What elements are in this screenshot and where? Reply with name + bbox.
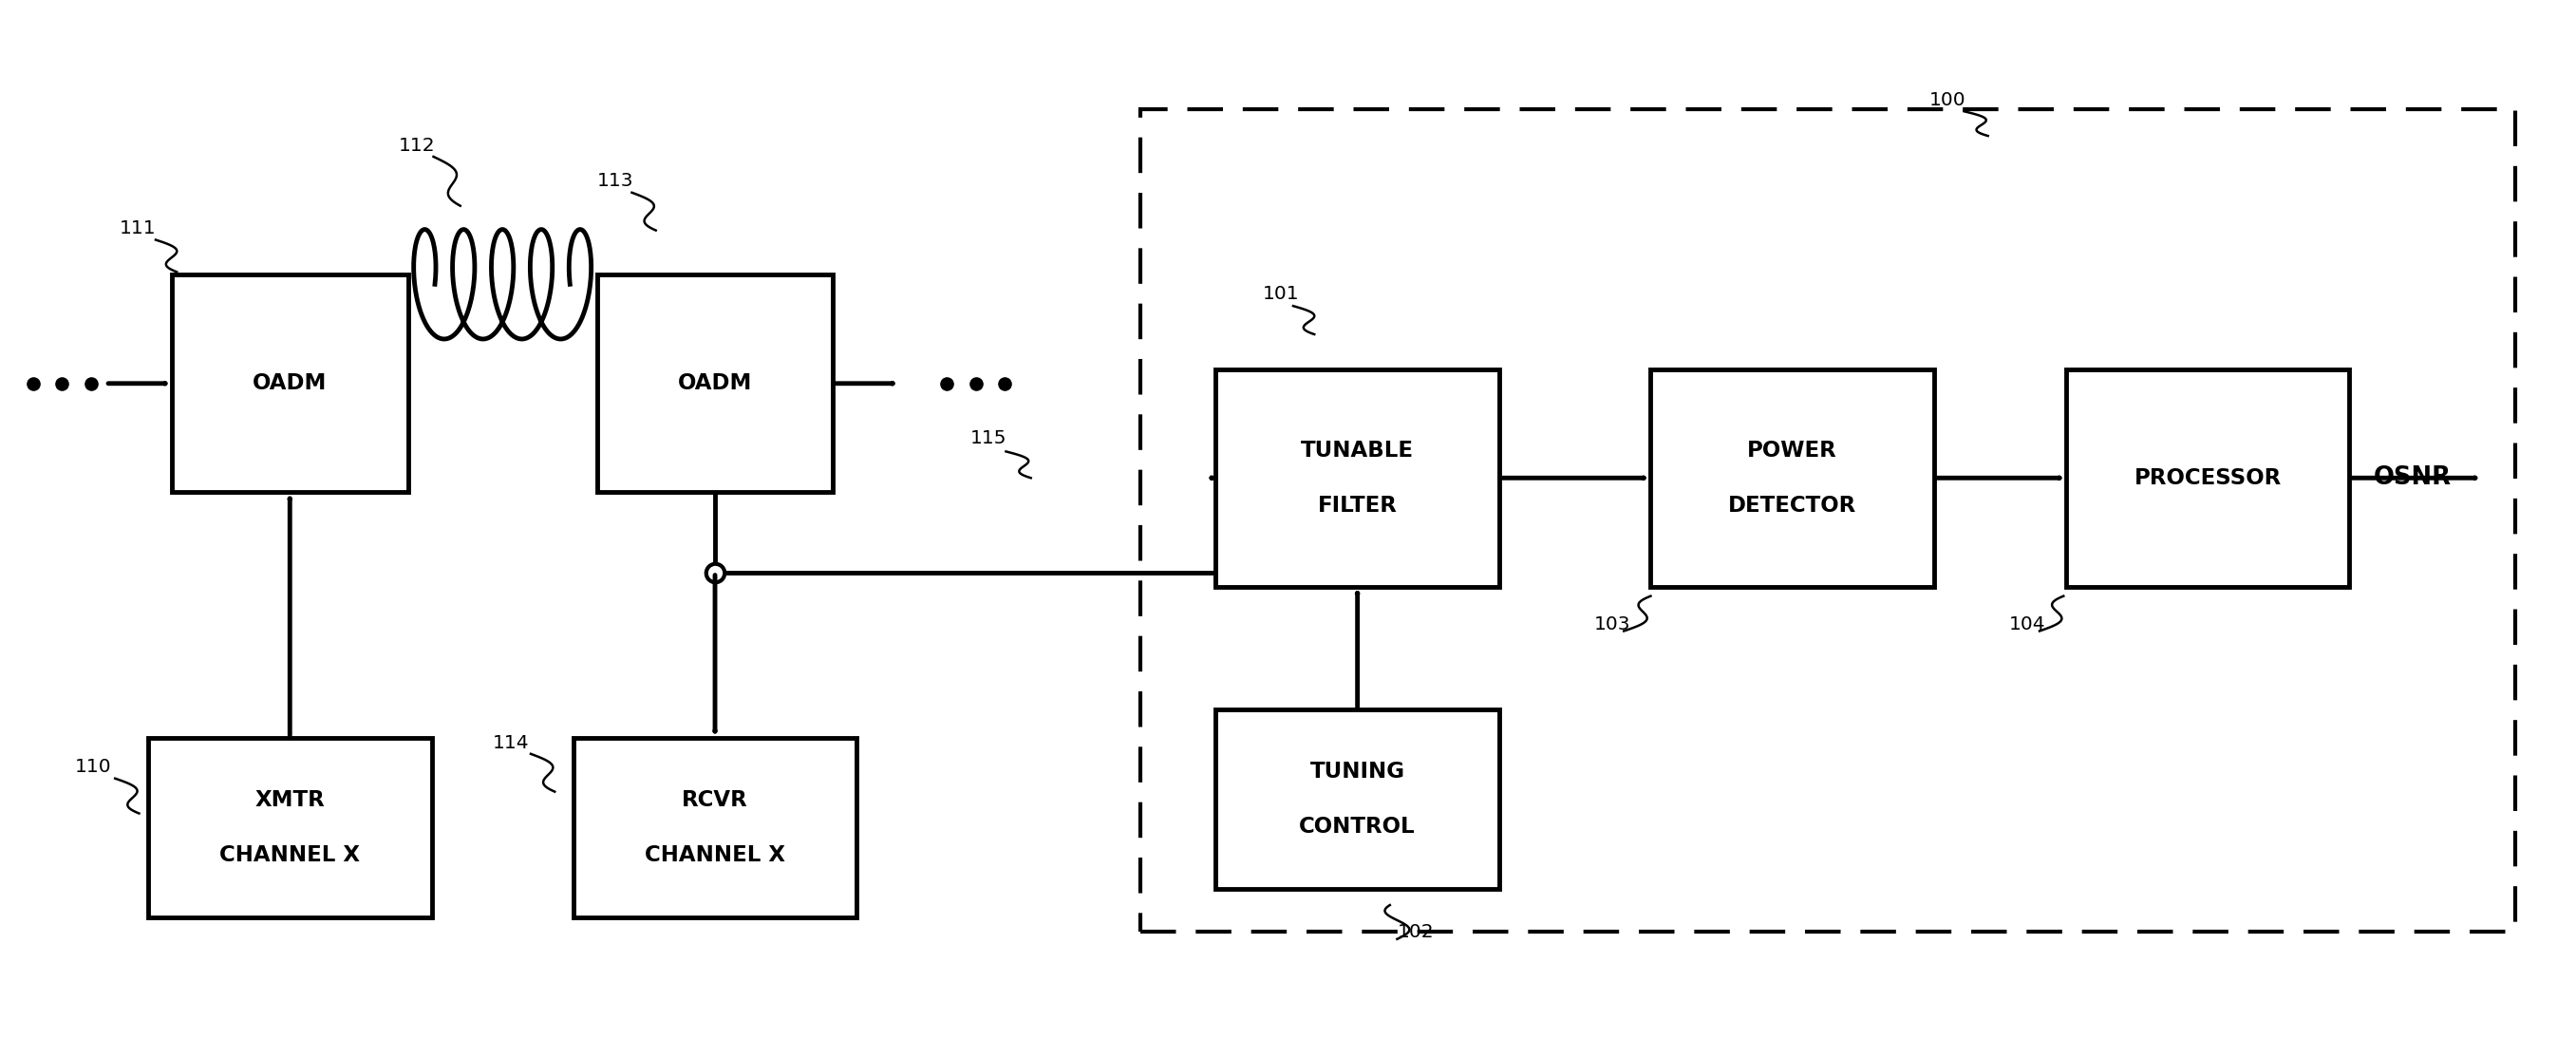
- Text: XMTR: XMTR: [255, 790, 325, 811]
- Text: 114: 114: [492, 734, 531, 752]
- Text: POWER: POWER: [1747, 440, 1837, 462]
- Bar: [173, 275, 407, 493]
- Text: 101: 101: [1262, 285, 1301, 303]
- Text: 111: 111: [121, 219, 157, 237]
- Text: CONTROL: CONTROL: [1298, 816, 1417, 837]
- Text: RCVR: RCVR: [683, 790, 747, 811]
- Bar: [149, 738, 433, 917]
- Text: PROCESSOR: PROCESSOR: [2133, 467, 2282, 489]
- Bar: [1651, 369, 1935, 587]
- Text: CHANNEL X: CHANNEL X: [219, 845, 361, 866]
- Text: CHANNEL X: CHANNEL X: [644, 845, 786, 866]
- Text: 103: 103: [1595, 616, 1631, 634]
- Text: OSNR: OSNR: [2372, 465, 2450, 490]
- Bar: [598, 275, 832, 493]
- Bar: [1216, 709, 1499, 889]
- Text: TUNABLE: TUNABLE: [1301, 440, 1414, 462]
- Text: 102: 102: [1396, 923, 1435, 941]
- Text: FILTER: FILTER: [1316, 495, 1396, 516]
- Bar: [574, 738, 858, 917]
- Text: 112: 112: [399, 136, 435, 154]
- Text: 110: 110: [75, 758, 111, 776]
- Text: OADM: OADM: [252, 372, 327, 394]
- Bar: [2066, 369, 2349, 587]
- Text: 104: 104: [2009, 616, 2045, 634]
- Text: OADM: OADM: [677, 372, 752, 394]
- Bar: [1141, 110, 2514, 931]
- Text: TUNING: TUNING: [1311, 761, 1404, 783]
- Text: DETECTOR: DETECTOR: [1728, 495, 1857, 516]
- Text: 113: 113: [598, 171, 634, 190]
- Text: 100: 100: [1929, 91, 1965, 110]
- Bar: [1216, 369, 1499, 587]
- Text: 115: 115: [971, 429, 1007, 448]
